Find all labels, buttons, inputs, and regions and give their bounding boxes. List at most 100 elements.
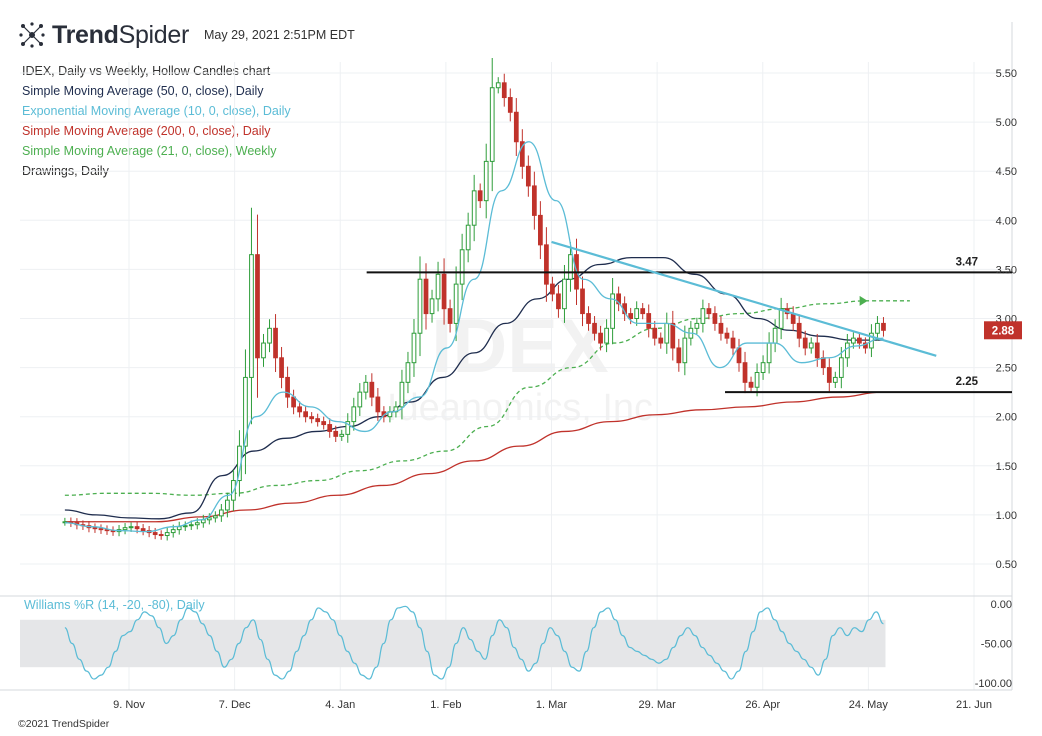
- candle-body: [92, 527, 98, 530]
- candle-body: [634, 308, 640, 319]
- williams-r-tick-label: -100.00: [975, 678, 1012, 690]
- candle-body: [766, 342, 772, 364]
- candle-body: [519, 141, 525, 167]
- candle-body: [844, 342, 850, 359]
- candle-body: [556, 293, 561, 310]
- candle-body: [182, 525, 188, 528]
- candle-body: [122, 527, 128, 531]
- candle-body: [851, 337, 856, 344]
- price-tick-label: 5.00: [996, 117, 1017, 129]
- candle-body: [441, 273, 447, 310]
- candle-body: [471, 190, 477, 226]
- candle-body: [875, 322, 880, 334]
- chart-legend: IDEX, Daily vs Weekly, Hollow Candles ch…: [22, 61, 291, 181]
- candles: [62, 58, 886, 541]
- williams-r-line: [64, 605, 884, 680]
- candle-body: [369, 381, 375, 398]
- candle-body: [507, 97, 513, 113]
- candle-body: [351, 406, 357, 423]
- candle-body: [802, 337, 808, 349]
- candle-body: [724, 332, 730, 339]
- time-tick-label: 7. Dec: [219, 699, 251, 711]
- candle-body: [212, 515, 218, 519]
- candle-body: [586, 313, 591, 324]
- candle-body: [712, 313, 718, 324]
- candle-body: [562, 278, 567, 310]
- time-axis: 9. Nov 7. Dec 4. Jan 1. Feb 1. Mar 29. Mar 26.…: [113, 699, 992, 711]
- candle-body: [447, 308, 453, 324]
- candle-body: [219, 509, 224, 517]
- williams-r-band: [20, 619, 886, 668]
- candle-body: [694, 322, 700, 329]
- candle-body: [483, 160, 489, 202]
- candle-body: [544, 244, 549, 285]
- candle-body: [170, 529, 176, 534]
- candle-body: [676, 347, 682, 364]
- candle-body: [261, 342, 266, 359]
- candle-body: [459, 249, 465, 285]
- candle-body: [429, 298, 435, 315]
- candle-body: [857, 337, 862, 344]
- candle-body: [808, 342, 814, 349]
- williams-r-panel: 0.00 -50.00 -100.00: [20, 599, 1012, 690]
- candle-body: [616, 293, 621, 305]
- candle-body: [820, 357, 826, 369]
- candle-body: [128, 526, 134, 529]
- candle-body: [285, 376, 290, 398]
- candle-body: [98, 528, 104, 531]
- candle-body: [838, 357, 844, 378]
- candle-body: [772, 327, 778, 344]
- time-tick-label: 24. May: [849, 699, 889, 711]
- sma50-layer: [64, 256, 884, 520]
- candle-body: [321, 421, 327, 426]
- candle-body: [267, 327, 272, 344]
- ema10-layer: [64, 141, 884, 533]
- candle-body: [796, 322, 802, 339]
- legend-sma50[interactable]: Simple Moving Average (50, 0, close), Da…: [22, 84, 264, 98]
- ema10-line: [64, 141, 884, 533]
- candle-body: [206, 517, 212, 521]
- candle-body: [411, 332, 417, 364]
- candle-body: [652, 327, 658, 339]
- candle-body: [375, 396, 381, 413]
- candle-body: [279, 357, 284, 378]
- legend-ema10[interactable]: Exponential Moving Average (10, 0, close…: [22, 104, 291, 118]
- candle-body: [225, 499, 230, 511]
- candle-body: [658, 337, 664, 344]
- legend-sma200[interactable]: Simple Moving Average (200, 0, close), D…: [22, 124, 271, 138]
- candle-body: [598, 332, 603, 344]
- candle-body: [423, 278, 429, 315]
- sma50-line: [64, 256, 884, 520]
- candle-body: [243, 376, 248, 447]
- candle-body: [465, 224, 471, 251]
- brand-name: TrendSpider: [52, 20, 190, 49]
- candle-body: [778, 308, 784, 329]
- grid: [0, 22, 1013, 691]
- candle-body: [760, 362, 766, 374]
- candle-body: [327, 424, 333, 432]
- candle-body: [501, 82, 507, 99]
- time-tick-label: 29. Mar: [638, 699, 676, 711]
- candle-body: [399, 381, 405, 408]
- candle-body: [706, 308, 712, 315]
- candle-body: [628, 313, 634, 319]
- candle-body: [682, 337, 688, 364]
- candle-body: [550, 283, 555, 295]
- legend-sma21w[interactable]: Simple Moving Average (21, 0, close), We…: [22, 144, 277, 158]
- price-tick-label: 0.50: [996, 559, 1017, 571]
- last-price-tag: [984, 321, 1022, 340]
- candle-body: [640, 308, 646, 315]
- williams-r-label: Williams %R (14, -20, -80), Daily: [24, 598, 205, 612]
- candle-body: [664, 322, 670, 344]
- candle-body: [297, 406, 302, 413]
- candle-body: [164, 532, 170, 537]
- candle-body: [646, 313, 652, 329]
- candle-body: [604, 327, 609, 344]
- time-tick-label: 21. Jun: [956, 699, 992, 711]
- sma200-layer: [64, 391, 884, 523]
- candle-body: [580, 288, 585, 315]
- candle-body: [531, 185, 537, 216]
- williams-r-tick-label: -50.00: [981, 639, 1012, 651]
- price-tick-label: 4.50: [996, 166, 1017, 178]
